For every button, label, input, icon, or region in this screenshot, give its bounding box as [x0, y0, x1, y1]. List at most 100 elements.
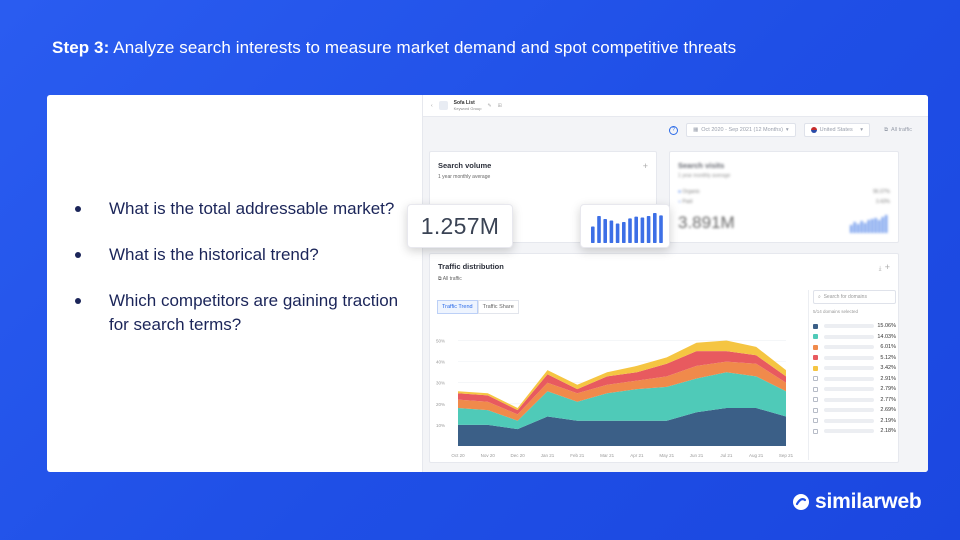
legend-value: 2.69%	[880, 407, 896, 414]
list-type: Keyword Group	[453, 105, 482, 111]
us-flag-icon	[810, 127, 817, 133]
similarweb-logo: similarweb	[792, 490, 922, 514]
add-icon[interactable]: +	[884, 262, 890, 272]
checkbox-icon[interactable]	[813, 428, 818, 434]
x-tick-label: Jan 21	[541, 453, 555, 458]
legend-domain-placeholder	[824, 366, 874, 371]
search-visits-panel: Search visits 1 year monthly average ● O…	[669, 151, 899, 243]
similarweb-logo-icon	[793, 494, 809, 510]
tab-traffic-trend[interactable]: Traffic Trend	[437, 300, 478, 314]
paid-pct: 3.43%	[875, 199, 890, 205]
legend-row[interactable]: 5.12%	[813, 353, 896, 364]
app-topbar: ‹ Sofa List Keyword Group ✎ ⊞	[423, 95, 928, 117]
search-volume-bar	[597, 216, 601, 243]
x-tick-label: Oct 20	[451, 453, 465, 458]
legend-value: 15.06%	[877, 323, 896, 330]
legend-rows: 15.06% 14.03% 6.01% 5.12% 3.42% 2.91% 2.79% 2.7…	[813, 321, 896, 437]
checkbox-checked-icon[interactable]	[813, 334, 818, 340]
filter-bar: ? ▦ Oct 2020 - Sep 2021 (12 Months) ▾ Unit…	[423, 117, 928, 143]
area-series-4	[458, 340, 786, 411]
domain-search-input[interactable]: ⌕ Search for domains	[813, 290, 896, 304]
checkbox-icon[interactable]	[813, 386, 818, 392]
legend-domain-placeholder	[824, 324, 874, 329]
content-card: What is the total addressable market? Wh…	[47, 95, 928, 472]
legend-domain-placeholder	[824, 408, 874, 413]
traffic-select[interactable]: ⧉ All traffic	[878, 124, 918, 137]
slide-title: Step 3: Analyze search interests to meas…	[52, 38, 736, 58]
area-series-1	[458, 372, 786, 430]
checkbox-checked-icon[interactable]	[813, 365, 818, 371]
x-tick-label: Dec 20	[511, 453, 526, 458]
x-tick-label: May 21	[659, 453, 674, 458]
x-tick-label: Aug 21	[749, 453, 764, 458]
checkbox-icon[interactable]	[813, 376, 818, 382]
domains-selected-count: 5/14 domains selected	[813, 309, 859, 314]
add-icon[interactable]: +	[642, 161, 648, 171]
domain-legend: ⌕ Search for domains 5/14 domains select…	[808, 290, 896, 460]
checkbox-checked-icon[interactable]	[813, 355, 818, 361]
search-volume-subtitle: 1 year monthly average	[438, 174, 491, 180]
legend-row[interactable]: 2.19%	[813, 416, 896, 427]
bullet-item: Which competitors are gaining traction f…	[75, 289, 405, 337]
y-tick-label: 10%	[436, 423, 445, 428]
list-name[interactable]: Sofa List	[453, 99, 475, 106]
legend-row[interactable]: 2.91%	[813, 374, 896, 385]
slide-title-text: Analyze search interests to measure mark…	[109, 38, 737, 57]
country-select[interactable]: United States ▾	[803, 123, 871, 137]
traffic-distribution-panel: Traffic distribution ⤓ + ⧉ All traffic T…	[429, 253, 899, 463]
legend-domain-placeholder	[824, 387, 874, 392]
search-volume-bar	[646, 216, 651, 243]
bullet-dot-icon	[75, 252, 81, 258]
search-volume-value: 1.257M	[420, 212, 500, 239]
legend-row[interactable]: 2.79%	[813, 384, 896, 395]
traffic-area-chart: 10% 20% 30% 40% 50% Oct 20 Nov 20 Dec 20 Jan 21 F…	[436, 339, 794, 458]
checkbox-checked-icon[interactable]	[813, 344, 818, 350]
legend-domain-placeholder	[824, 429, 874, 434]
x-tick-label: Mar 21	[600, 453, 615, 458]
legend-row[interactable]: 2.69%	[813, 405, 896, 416]
checkbox-icon[interactable]	[813, 407, 818, 413]
compare-icon[interactable]: ⊞	[497, 102, 502, 109]
x-tick-label: Sep 21	[779, 453, 794, 458]
legend-row[interactable]: 14.03%	[813, 332, 896, 343]
legend-row[interactable]: 6.01%	[813, 342, 896, 353]
app-screenshot: ‹ Sofa List Keyword Group ✎ ⊞ ? ▦ Oct 202…	[407, 95, 928, 472]
legend-row[interactable]: 2.18%	[813, 426, 896, 437]
legend-value: 2.19%	[880, 417, 896, 424]
domain-search-placeholder: Search for domains	[823, 294, 867, 300]
back-chevron-icon[interactable]: ‹	[431, 102, 433, 109]
legend-domain-placeholder	[824, 397, 874, 402]
tab-traffic-share[interactable]: Traffic Share	[477, 300, 519, 314]
y-tick-label: 40%	[436, 360, 445, 365]
legend-value: 5.12%	[880, 354, 896, 361]
traffic-icon: ⧉	[884, 126, 888, 133]
edit-icon[interactable]: ✎	[487, 102, 492, 109]
checkbox-checked-icon[interactable]	[813, 323, 818, 329]
bullet-item: What is the historical trend?	[75, 243, 405, 267]
legend-domain-placeholder	[824, 334, 874, 339]
download-icon[interactable]: ⤓	[878, 266, 882, 272]
bullet-text: Which competitors are gaining traction f…	[109, 291, 399, 334]
search-volume-bar	[640, 217, 645, 243]
legend-row[interactable]: 3.42%	[813, 363, 896, 374]
organic-label: Organic	[682, 189, 700, 195]
date-range-select[interactable]: ▦ Oct 2020 - Sep 2021 (12 Months) ▾	[686, 123, 796, 137]
legend-row[interactable]: 15.06%	[813, 321, 896, 332]
search-volume-bar	[628, 218, 632, 243]
search-volume-bars-callout	[580, 204, 670, 248]
search-volume-callout: 1.257M	[407, 204, 513, 248]
y-tick-label: 30%	[436, 381, 445, 386]
checkbox-icon[interactable]	[813, 418, 818, 424]
area-series-3	[458, 351, 786, 415]
legend-value: 6.01%	[880, 344, 896, 351]
legend-value: 2.77%	[880, 396, 896, 403]
area-series-2	[458, 361, 786, 421]
search-volume-bar	[609, 220, 614, 243]
logo-text: similarweb	[815, 490, 922, 513]
legend-row[interactable]: 2.77%	[813, 395, 896, 406]
checkbox-icon[interactable]	[813, 397, 818, 403]
bullet-dot-icon	[75, 298, 81, 304]
help-icon[interactable]: ?	[669, 125, 679, 135]
traffic-value: All traffic	[891, 127, 912, 133]
traffic-distribution-title: Traffic distribution	[438, 262, 504, 271]
